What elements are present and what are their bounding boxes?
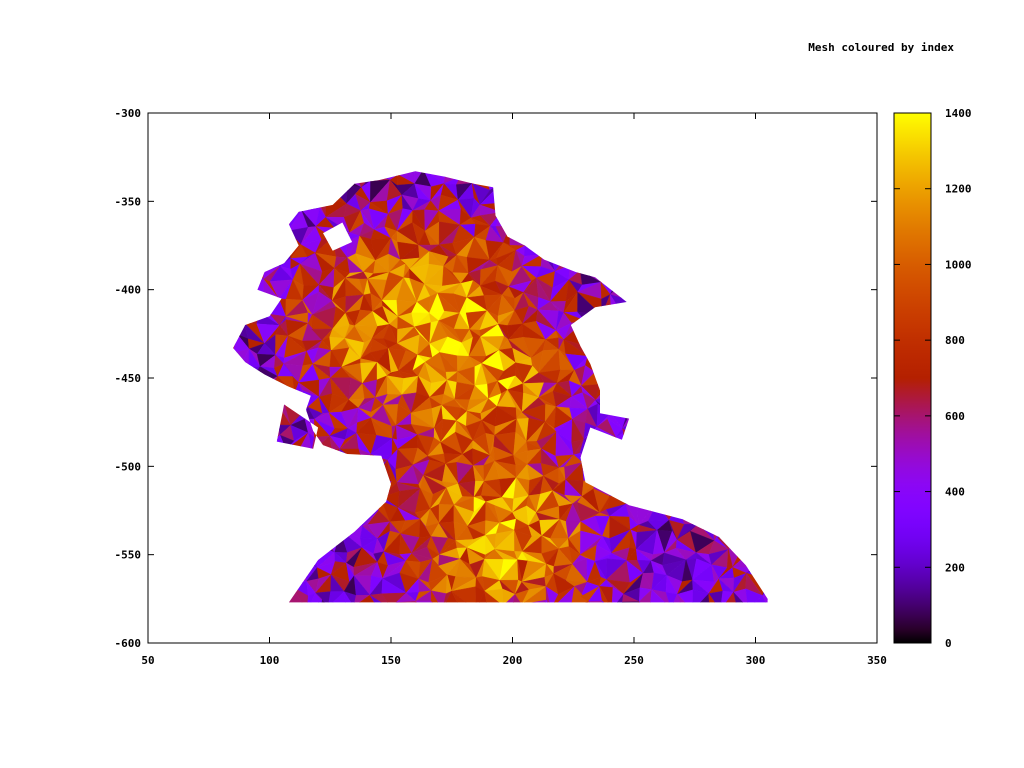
mesh-triangle <box>677 594 694 603</box>
x-tick-label: 100 <box>260 654 280 667</box>
y-tick-label: -300 <box>115 107 142 120</box>
x-tick-label: 300 <box>746 654 766 667</box>
x-tick-label: 150 <box>381 654 401 667</box>
colorbar-tick-label: 200 <box>945 561 965 574</box>
x-tick-label: 250 <box>624 654 644 667</box>
colorbar-tick-label: 400 <box>945 486 965 499</box>
mesh-triangle <box>622 601 640 603</box>
colorbar-tick-label: 1000 <box>945 258 972 271</box>
colorbar-tick-label: 800 <box>945 334 965 347</box>
mesh-triangle <box>369 594 393 603</box>
mesh-triangle <box>587 600 603 603</box>
colorbar-tick-label: 600 <box>945 410 965 423</box>
mesh-triangle <box>599 586 612 603</box>
colorbar-ticks: 0 200 400 600 800 1000 1200 1400 <box>894 107 972 650</box>
mesh-triangle <box>649 589 672 603</box>
y-tick-label: -500 <box>115 460 142 473</box>
x-tick-label: 350 <box>867 654 887 667</box>
mesh-triangle <box>484 590 504 603</box>
mesh-triangle <box>430 589 443 603</box>
colorbar-tick-label: 0 <box>945 637 952 650</box>
mesh-triangle <box>762 595 768 603</box>
y-tick-label: -600 <box>115 637 142 650</box>
mesh-triangle <box>395 600 416 603</box>
mesh-triangle <box>708 592 721 603</box>
axes: 50 100 150 200 250 300 350 -300 -350 -400 -450 -500… <box>115 107 887 667</box>
mesh-triangle <box>513 593 522 603</box>
colorbar <box>893 112 932 644</box>
y-tick-label: -350 <box>115 195 142 208</box>
mesh-triangle <box>415 601 432 603</box>
x-tick-label: 50 <box>141 654 154 667</box>
mesh-triangle <box>343 591 355 603</box>
mesh-triangle <box>733 591 749 603</box>
chart-title: Mesh coloured by index <box>808 41 954 54</box>
mesh-triangle <box>521 599 547 603</box>
colorbar-tick-label: 1200 <box>945 183 972 196</box>
mesh-triangle <box>545 586 551 603</box>
colorbar-tick-label: 1400 <box>945 107 972 120</box>
mesh-triangle <box>451 591 477 603</box>
x-tick-label: 200 <box>503 654 523 667</box>
y-tick-label: -400 <box>115 284 142 297</box>
mesh-triangle <box>570 585 589 603</box>
y-tick-label: -550 <box>115 549 142 562</box>
y-tick-label: -450 <box>115 372 142 385</box>
